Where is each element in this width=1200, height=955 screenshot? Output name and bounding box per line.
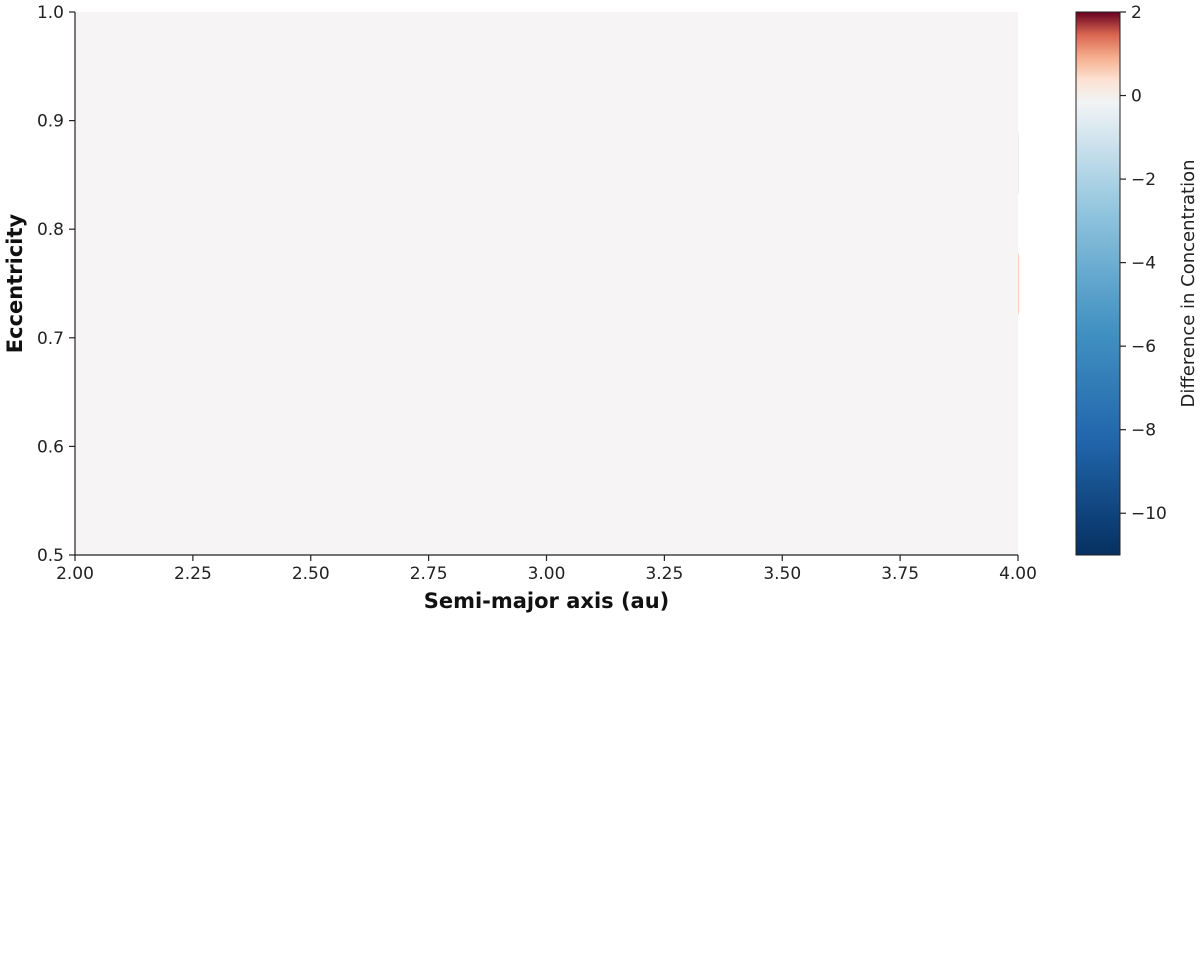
colorbar-tick-label: 0 (1131, 87, 1142, 107)
colorbar-label: Difference in Concentration (1178, 160, 1199, 408)
y-tick-label: 0.8 (37, 220, 64, 240)
y-tick-label: 0.9 (37, 112, 64, 132)
colorbar (1075, 11, 1121, 556)
colorbar-tick-label: −4 (1131, 254, 1156, 274)
x-tick-label: 4.00 (999, 564, 1037, 584)
colorbar-ticks: 2 0 −2 −4 −6 −8 −10 (1120, 3, 1167, 524)
colorbar-tick-label: −10 (1131, 504, 1167, 524)
x-tick-label: 2.25 (174, 564, 212, 584)
colorbar-tick-label: −8 (1131, 421, 1156, 441)
y-tick-label: 1.0 (37, 3, 64, 23)
y-tick-label: 0.6 (37, 437, 64, 457)
colorbar-tick-label: −6 (1131, 337, 1156, 357)
x-tick-label: 2.75 (410, 564, 448, 584)
x-axis-label: Semi-major axis (au) (424, 589, 670, 613)
axes (74, 12, 1018, 556)
x-tick-label: 3.50 (763, 564, 801, 584)
plot-area (75, 12, 1018, 555)
y-axis-ticks: 0.5 0.6 0.7 0.8 0.9 1.0 (37, 3, 75, 566)
x-tick-label: 2.00 (56, 564, 94, 584)
colorbar-tick-label: −2 (1131, 170, 1156, 190)
x-tick-label: 3.25 (645, 564, 683, 584)
x-axis-ticks: 2.00 2.25 2.50 2.75 3.00 3.25 3.50 3.75 4.00 (56, 555, 1037, 584)
y-axis-label: Eccentricity (3, 213, 27, 353)
x-tick-label: 3.00 (528, 564, 566, 584)
colorbar-tick-label: 2 (1131, 3, 1142, 23)
x-tick-label: 2.50 (292, 564, 330, 584)
x-tick-label: 3.75 (881, 564, 919, 584)
y-tick-label: 0.7 (37, 329, 64, 349)
y-tick-label: 0.5 (37, 546, 64, 566)
